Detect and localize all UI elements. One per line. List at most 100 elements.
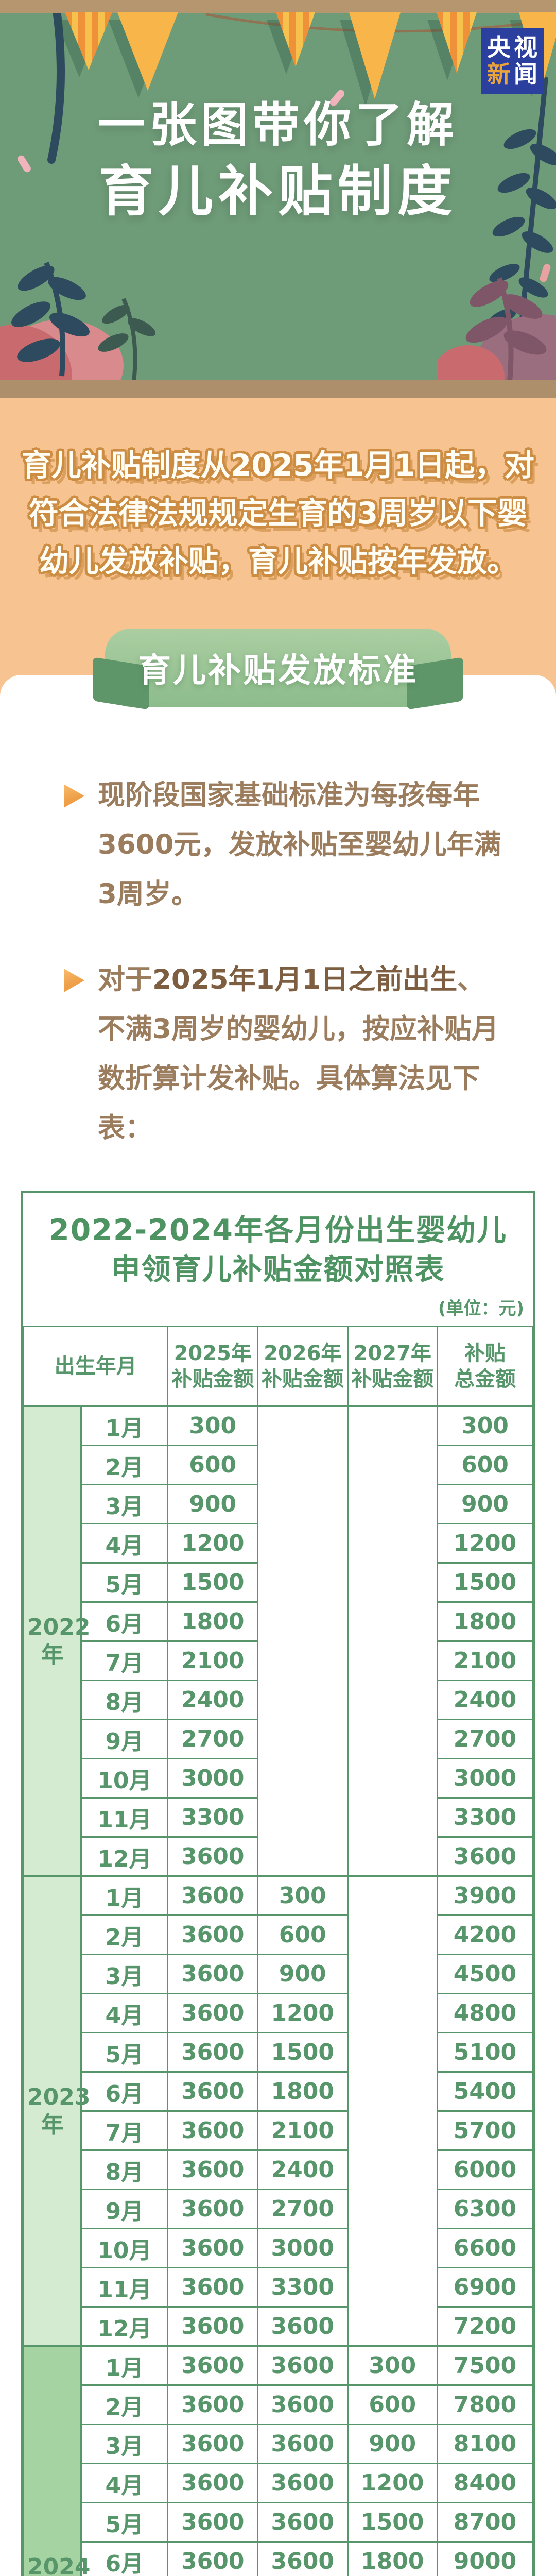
year-cell: 2022年 bbox=[22, 1405, 90, 1877]
table-cell: 4月 bbox=[80, 1523, 169, 1564]
table-cell: 3600 bbox=[167, 2189, 258, 2229]
table-cell: 3900 bbox=[437, 1875, 533, 1916]
table-cell: 3600 bbox=[167, 2149, 258, 2190]
subsidy-table-box: 2022-2024年各月份出生婴幼儿 申领育儿补贴金额对照表 (单位：元) 出生… bbox=[21, 1191, 535, 2576]
table-row: 2月 3600 600 4200 bbox=[24, 1914, 533, 1955]
table-title-line1: 2022-2024年各月份出生婴幼儿 bbox=[49, 1213, 507, 1247]
table-row: 5月 3600 1500 5100 bbox=[24, 2032, 533, 2073]
table-cell: 3000 bbox=[437, 1758, 533, 1799]
table-cell: 4500 bbox=[437, 1954, 533, 1994]
table-cell: 600 bbox=[346, 2384, 439, 2425]
logo-char: 新 bbox=[487, 60, 511, 88]
table-row: 4月 3600 1200 4800 bbox=[24, 1993, 533, 2033]
year-cell: 2023年 bbox=[22, 1875, 90, 2347]
table-cell: 3600 bbox=[167, 1954, 258, 1994]
table-cell: 2月 bbox=[80, 2384, 169, 2425]
table-cell bbox=[346, 1875, 439, 2347]
table-cell: 8月 bbox=[80, 2149, 169, 2190]
table-cell: 3600 bbox=[167, 2502, 258, 2543]
table-cell: 9月 bbox=[80, 2189, 169, 2229]
table-cell: 1200 bbox=[256, 1993, 349, 2033]
pennant-icon bbox=[437, 12, 477, 73]
table-cell: 8400 bbox=[437, 2463, 533, 2503]
table-cell: 600 bbox=[167, 1445, 258, 1485]
table-row: 6月 1800 1800 bbox=[24, 1601, 533, 1642]
table-cell: 3600 bbox=[256, 2463, 349, 2503]
table-cell: 1月 bbox=[80, 1405, 169, 1446]
header-top-bar bbox=[0, 0, 556, 13]
table-cell: 2月 bbox=[80, 1445, 169, 1485]
table-cell: 3600 bbox=[167, 1993, 258, 2033]
standards-card: 现阶段国家基础标准为每孩每年3600元，发放补贴至婴幼儿年满3周岁。 对于202… bbox=[0, 675, 556, 2576]
table-cell: 3600 bbox=[256, 2384, 349, 2425]
table-cell: 3600 bbox=[167, 1836, 258, 1877]
table-row: 9月 3600 2700 6300 bbox=[24, 2189, 533, 2229]
table-cell: 1500 bbox=[346, 2502, 439, 2543]
table-cell: 3600 bbox=[167, 2306, 258, 2347]
table-cell: 3月 bbox=[80, 2424, 169, 2464]
standards-bullet-2: 对于2025年1月1日之前出生、不满3周岁的婴幼儿，按应补贴月数折算计发补贴。具… bbox=[64, 955, 505, 1153]
subsidy-table-body: 2022年 1月 300 300 2月 600 600 3月 900 900 4月 1200 1200 5… bbox=[22, 1405, 533, 2576]
table-cell: 3300 bbox=[437, 1797, 533, 1838]
table-cell: 6000 bbox=[437, 2149, 533, 2190]
table-row: 5月 1500 1500 bbox=[24, 1562, 533, 1603]
table-cell: 8月 bbox=[80, 1680, 169, 1720]
table-cell: 3600 bbox=[167, 2463, 258, 2503]
fern-branch-icon bbox=[488, 77, 556, 341]
table-row: 2022年 1月 300 300 bbox=[22, 1405, 533, 1877]
table-header-row: 出生年月 2025年 补贴金额 2026年 补贴金额 2027年 补贴金额 补贴 总金额 bbox=[22, 1326, 533, 1407]
table-unit-label: (单位：元) bbox=[438, 1298, 524, 1319]
table-cell: 3600 bbox=[167, 2110, 258, 2151]
col-header-2027: 2027年 补贴金额 bbox=[346, 1326, 439, 1407]
table-cell: 5月 bbox=[80, 1562, 169, 1603]
table-cell: 300 bbox=[167, 1405, 258, 1446]
table-cell: 4200 bbox=[437, 1914, 533, 1955]
table-cell: 3600 bbox=[167, 1914, 258, 1955]
table-cell: 2100 bbox=[167, 1640, 258, 1681]
standards-bullet-2-bold: 2025年1月1日之前出生 bbox=[152, 964, 458, 995]
table-cell: 3600 bbox=[437, 1836, 533, 1877]
table-cell: 6月 bbox=[80, 2071, 169, 2112]
col-header-2025: 2025年 补贴金额 bbox=[167, 1326, 258, 1407]
intro-line: 育儿补贴制度从2025年1月1日起，对 bbox=[21, 448, 535, 483]
table-cell bbox=[346, 1405, 439, 1877]
table-cell: 3600 bbox=[167, 2032, 258, 2073]
table-row: 4月 3600 3600 1200 8400 bbox=[24, 2463, 533, 2503]
table-cell: 3000 bbox=[167, 1758, 258, 1799]
table-cell: 2100 bbox=[256, 2110, 349, 2151]
table-row: 2月 3600 3600 600 7800 bbox=[24, 2384, 533, 2425]
table-row: 10月 3000 3000 bbox=[24, 1758, 533, 1799]
table-cell: 300 bbox=[437, 1405, 533, 1446]
table-row: 5月 3600 3600 1500 8700 bbox=[24, 2502, 533, 2543]
subsidy-table: 出生年月 2025年 补贴金额 2026年 补贴金额 2027年 补贴金额 补贴 总金额… bbox=[22, 1326, 533, 2576]
table-cell: 8100 bbox=[437, 2424, 533, 2464]
table-cell: 2700 bbox=[167, 1719, 258, 1759]
table-cell: 600 bbox=[256, 1914, 349, 1955]
table-cell: 6月 bbox=[80, 1601, 169, 1642]
table-cell: 1800 bbox=[167, 1601, 258, 1642]
table-row: 8月 2400 2400 bbox=[24, 1680, 533, 1720]
table-cell: 3600 bbox=[256, 2541, 349, 2576]
table-cell: 3600 bbox=[167, 2424, 258, 2464]
table-cell: 1800 bbox=[437, 1601, 533, 1642]
table-cell: 3000 bbox=[256, 2228, 349, 2268]
table-cell: 1500 bbox=[256, 2032, 349, 2073]
table-cell: 1500 bbox=[167, 1562, 258, 1603]
table-cell: 900 bbox=[167, 1484, 258, 1524]
table-cell: 12月 bbox=[80, 2306, 169, 2347]
table-cell bbox=[256, 1405, 349, 1877]
table-row: 3月 3600 3600 900 8100 bbox=[24, 2424, 533, 2464]
table-cell: 900 bbox=[256, 1954, 349, 1994]
page-title-line2: 育儿补贴制度 bbox=[99, 160, 457, 223]
table-cell: 2400 bbox=[437, 1680, 533, 1720]
table-cell: 3300 bbox=[256, 2267, 349, 2308]
table-cell: 2700 bbox=[437, 1719, 533, 1759]
table-cell: 4800 bbox=[437, 1993, 533, 2033]
table-row: 6月 3600 3600 1800 9000 bbox=[24, 2541, 533, 2576]
table-cell: 300 bbox=[346, 2345, 439, 2386]
table-row: 12月 3600 3600 bbox=[24, 1836, 533, 1877]
table-cell: 2100 bbox=[437, 1640, 533, 1681]
table-cell: 9000 bbox=[437, 2541, 533, 2576]
table-cell: 1月 bbox=[80, 2345, 169, 2386]
